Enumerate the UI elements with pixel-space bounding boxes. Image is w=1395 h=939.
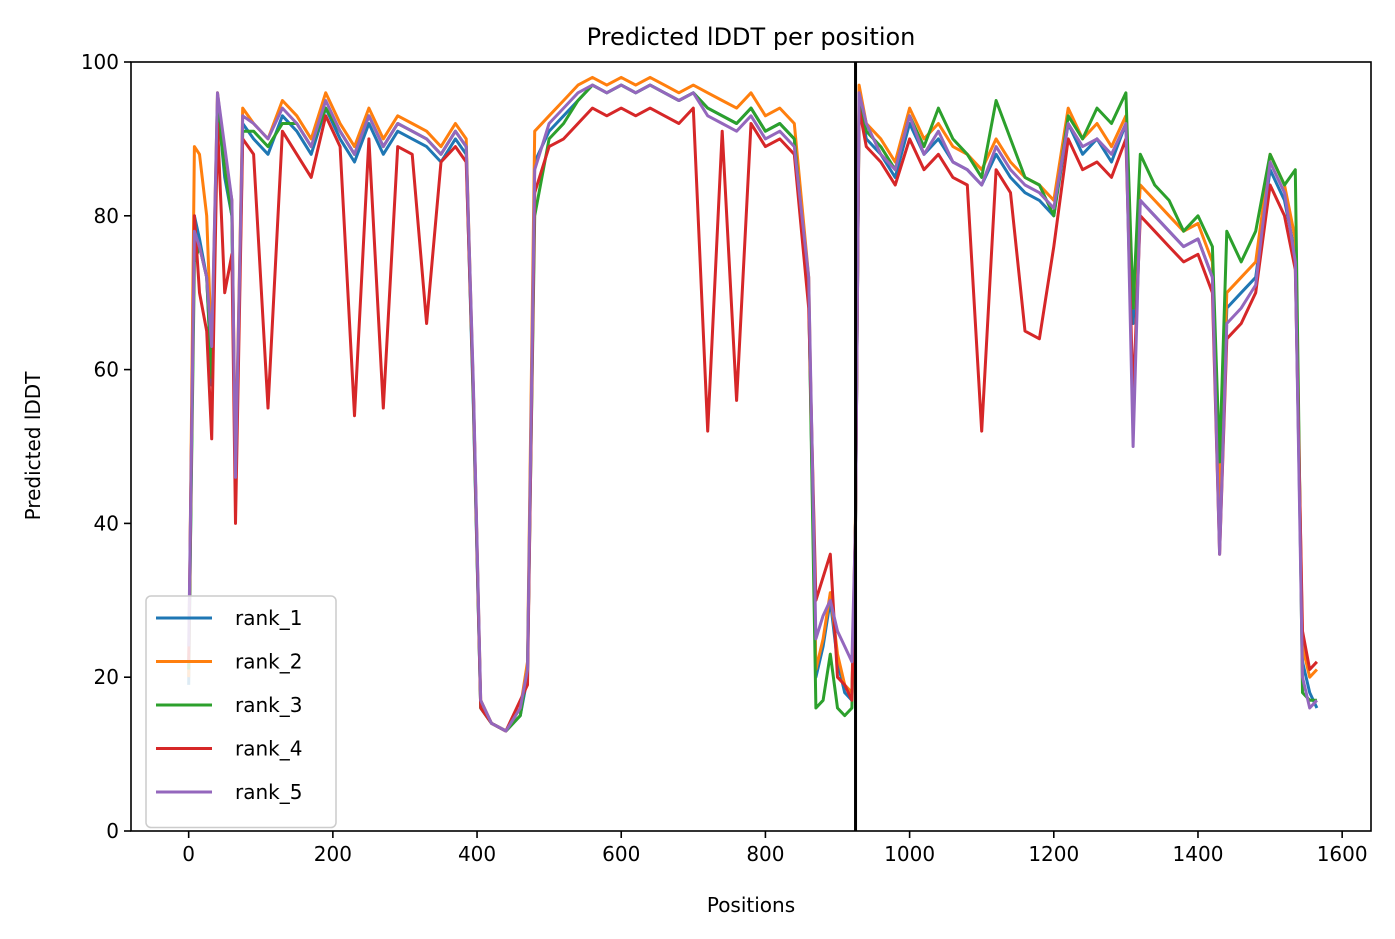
legend: rank_1 rank_2 rank_3 rank_4 rank_5 [145, 595, 337, 829]
series-line-rank_3 [187, 83, 1317, 733]
x-axis-label: Positions [707, 893, 795, 917]
x-tick-label: 1200 [1028, 842, 1079, 866]
series-line-rank_2 [187, 75, 1318, 733]
series-line-rank_1 [187, 83, 1319, 733]
x-tick-label: 0 [182, 842, 195, 866]
y-tick-label: 80 [94, 204, 119, 228]
x-tick-label: 1400 [1173, 842, 1224, 866]
legend-label-rank_4: rank_4 [235, 737, 302, 761]
x-tick-label: 1600 [1317, 842, 1368, 866]
x-tick-label: 1000 [884, 842, 935, 866]
x-tick-label: 200 [314, 842, 352, 866]
x-tick-label: 400 [458, 842, 496, 866]
x-tick-label: 600 [602, 842, 640, 866]
y-tick-label: 0 [106, 819, 119, 843]
legend-label-rank_2: rank_2 [235, 650, 302, 674]
legend-box [145, 595, 337, 829]
series-line-rank_4 [187, 106, 1318, 733]
x-tick-label: 800 [746, 842, 784, 866]
y-tick-label: 60 [94, 358, 119, 382]
legend-label-rank_3: rank_3 [235, 693, 302, 717]
y-tick-label: 20 [94, 665, 119, 689]
legend-label-rank_1: rank_1 [235, 606, 302, 630]
legend-label-rank_5: rank_5 [235, 780, 302, 804]
plot-frame [130, 61, 1372, 832]
axes: 0 200 400 600 800 1000 1200 1400 1600 0 20 40 60 80 10… [81, 50, 1372, 866]
y-tick-label: 100 [81, 50, 119, 74]
chart-title: Predicted lDDT per position [587, 23, 916, 51]
y-axis-label: Predicted lDDT [21, 371, 45, 521]
series-line-rank_5 [187, 83, 1318, 733]
y-tick-label: 40 [94, 511, 119, 535]
